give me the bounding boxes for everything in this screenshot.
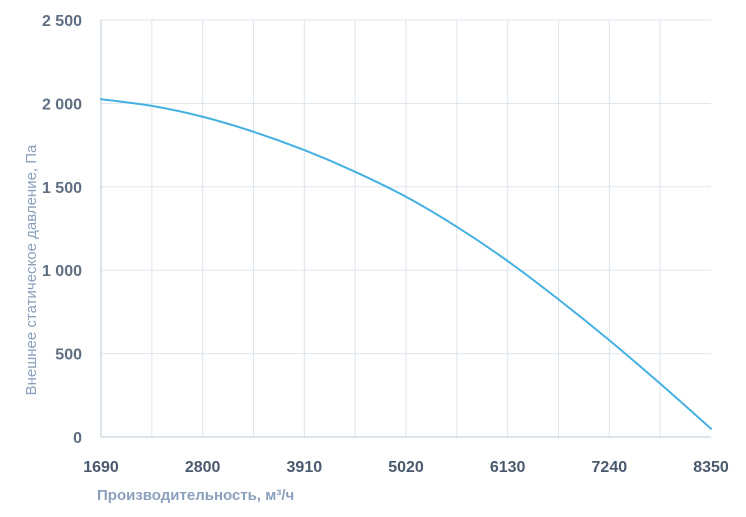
- y-tick-label: 2 500: [42, 13, 82, 30]
- x-tick-label: 8350: [693, 459, 729, 476]
- y-tick-label: 1 500: [42, 180, 82, 197]
- x-tick-label: 1690: [83, 459, 119, 476]
- x-tick-label: 7240: [592, 459, 628, 476]
- x-tick-label: 3910: [287, 459, 323, 476]
- y-axis-title: Внешнее статическое давление, Па: [23, 144, 40, 395]
- y-tick-label: 500: [55, 347, 82, 364]
- x-tick-labels: 1690 2800 3910 5020 6130 7240 8350: [83, 459, 729, 476]
- axes: [100, 20, 711, 438]
- y-tick-label: 1 000: [42, 263, 82, 280]
- x-tick-label: 6130: [490, 459, 526, 476]
- y-tick-label: 2 000: [42, 96, 82, 113]
- y-tick-labels: 0 500 1 000 1 500 2 000 2 500: [42, 13, 82, 447]
- grid-lines: [101, 19, 711, 437]
- x-tick-label: 5020: [388, 459, 424, 476]
- series-line: [100, 98, 712, 430]
- x-axis-title: Производительность, м³/ч: [97, 487, 294, 504]
- series-group: [100, 98, 712, 430]
- y-tick-label: 0: [73, 430, 82, 447]
- x-tick-label: 2800: [185, 459, 221, 476]
